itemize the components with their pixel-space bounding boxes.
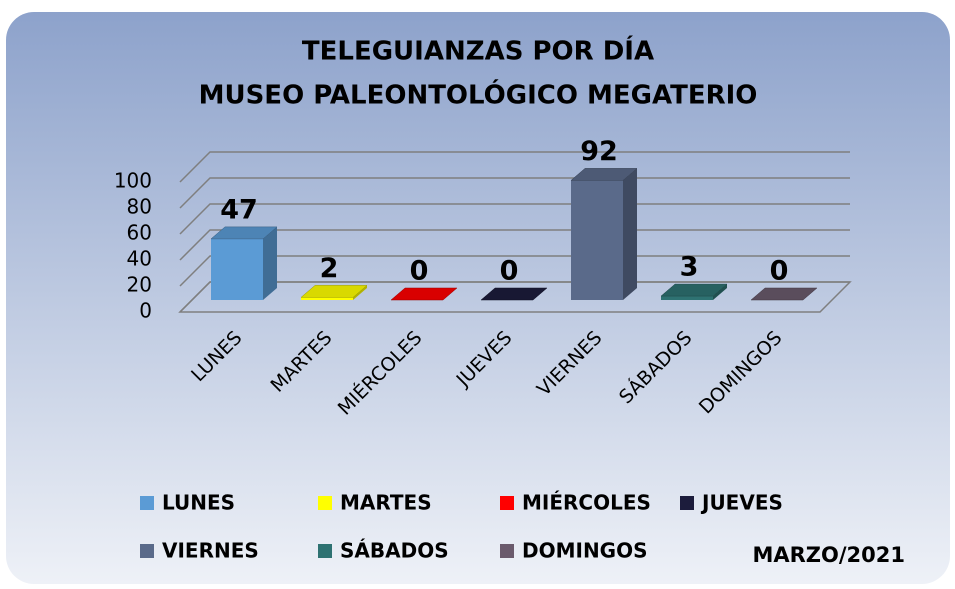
value-label: 0 [770,256,789,287]
value-label: 47 [220,194,258,225]
bar-front [211,238,263,300]
bar-top [300,285,368,298]
bar [210,226,278,300]
bar-top [750,287,818,301]
legend-label: MIÉRCOLES [522,491,651,515]
value-label: 2 [320,253,339,284]
legend-label: JUEVES [700,491,783,515]
bar-front [571,180,623,300]
value-label: 92 [580,136,618,167]
bar [300,285,368,300]
bar-top [210,226,278,240]
legend-swatch [318,496,332,510]
grid-line [179,151,850,183]
bar-top [480,287,548,301]
y-tick-label: 0 [139,299,152,323]
bar-top [390,287,458,301]
bar-side [353,285,367,300]
legend-label: SÁBADOS [340,539,449,563]
y-tick-label: 40 [127,247,152,271]
annotation: MARZO/2021 [752,543,905,567]
bar-top [660,283,728,297]
legend-swatch [318,544,332,558]
bar-top [570,168,638,181]
value-label: 0 [500,256,519,287]
legend-label: MARTES [340,491,432,515]
bar-side [713,284,727,300]
legend-swatch [500,544,514,558]
value-label: 3 [680,252,699,283]
bar [390,287,458,301]
legend-label: DOMINGOS [522,539,648,563]
y-tick-label: 60 [127,221,152,245]
legend-label: LUNES [162,491,235,515]
bar-side [263,226,277,300]
y-tick-label: 20 [127,273,152,297]
y-tick-label: 100 [114,169,152,193]
bar-side [623,168,637,300]
legend-swatch [140,544,154,558]
bar-front [661,296,713,300]
bar-front [301,297,353,300]
bar [480,287,548,301]
chart-title: MUSEO PALEONTOLÓGICO MEGATERIO [199,79,758,111]
bar [660,283,728,300]
value-label: 0 [410,256,429,287]
legend-swatch [140,496,154,510]
chart-title: TELEGUIANZAS POR DÍA [302,35,654,67]
bar [570,168,638,300]
legend-label: VIERNES [162,539,259,563]
bar [750,287,818,301]
legend-swatch [500,496,514,510]
background [6,12,950,584]
legend-swatch [680,496,694,510]
y-tick-label: 80 [127,195,152,219]
